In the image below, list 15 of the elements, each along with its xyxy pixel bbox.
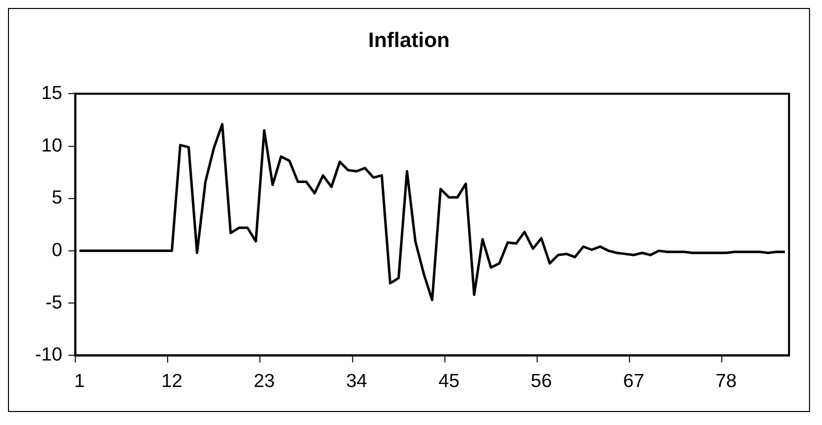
x-tick-label: 1 (74, 370, 85, 392)
x-tick-label: 67 (623, 370, 644, 392)
x-tick-label: 45 (438, 370, 460, 392)
x-tick-label: 23 (254, 370, 275, 392)
y-tick-label: 5 (52, 188, 62, 209)
y-tick-label: 10 (41, 135, 62, 156)
x-tick-label: 78 (716, 370, 737, 392)
x-tick-label: 34 (346, 370, 368, 392)
chart-title: Inflation (368, 29, 450, 52)
x-tick-label: 56 (530, 370, 552, 392)
y-tick-label: -10 (34, 344, 62, 366)
x-tick-label: 12 (161, 370, 182, 392)
y-tick-label: -5 (45, 292, 62, 314)
y-tick-label: 0 (52, 240, 62, 261)
y-tick-label: 15 (41, 83, 62, 104)
